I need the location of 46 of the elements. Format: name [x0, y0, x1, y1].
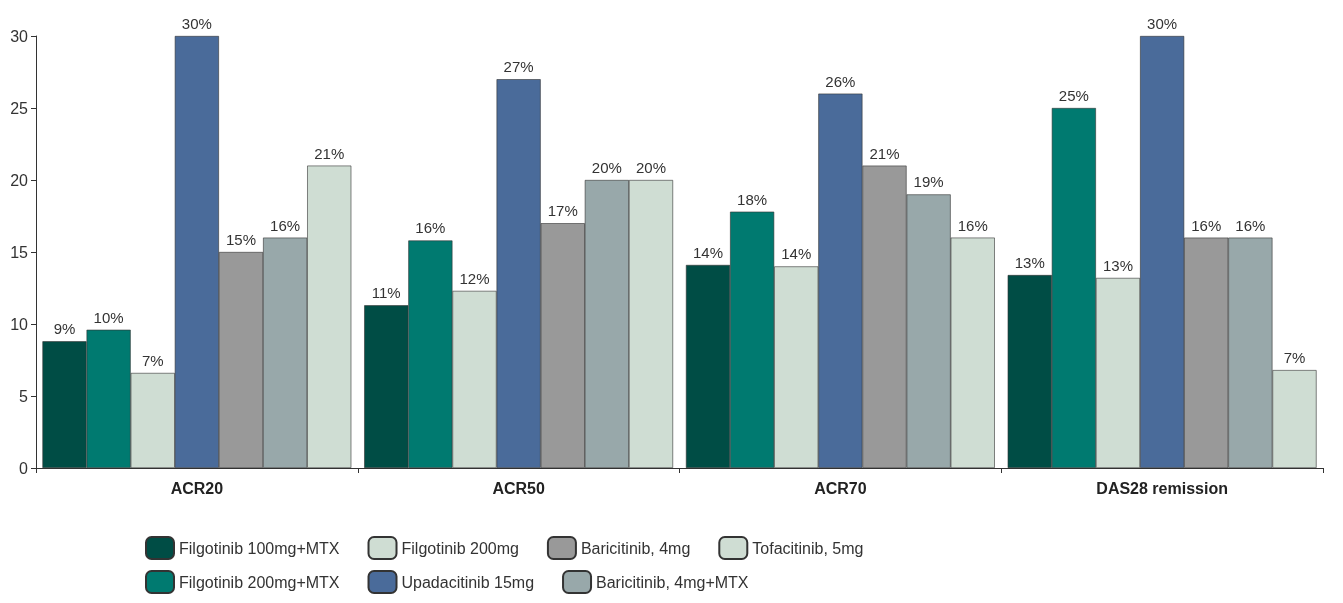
- data-label: 14%: [781, 245, 812, 263]
- x-tick-label: ACR50: [492, 479, 545, 497]
- data-label: 16%: [1235, 216, 1266, 234]
- data-label: 16%: [415, 219, 446, 237]
- data-label: 13%: [1102, 256, 1134, 274]
- legend-label: Tofacitinib, 5mg: [752, 539, 864, 557]
- legend-label: Filgotinib 100mg+MTX: [179, 539, 340, 557]
- data-label: 13%: [1014, 254, 1045, 272]
- legend-label: Filgotinib 200mg: [401, 539, 519, 557]
- data-label: 16%: [270, 216, 301, 234]
- data-label: 20%: [591, 159, 622, 176]
- x-tick-label: DAS28 remission: [1096, 479, 1228, 497]
- data-label: 7%: [1283, 349, 1306, 367]
- y-tick-label: 0: [19, 459, 29, 477]
- legend-label: Baricitinib, 4mg+MTX: [596, 573, 749, 591]
- data-label: 21%: [314, 144, 345, 162]
- legend-label: Baricitinib, 4mg: [580, 539, 691, 557]
- data-label: 30%: [181, 15, 212, 32]
- y-tick-label: 10: [10, 315, 29, 333]
- y-tick-label: 20: [10, 171, 29, 189]
- data-label: 16%: [957, 216, 988, 234]
- data-label: 30%: [1147, 15, 1178, 32]
- data-label: 19%: [913, 173, 944, 191]
- legend-label: Filgotinib 200mg+MTX: [179, 573, 340, 591]
- data-label: 17%: [547, 202, 578, 220]
- y-tick-label: 25: [10, 99, 29, 117]
- data-label: 26%: [825, 72, 856, 90]
- x-tick-label: ACR20: [170, 479, 224, 497]
- data-label: 7%: [141, 351, 164, 369]
- x-tick-label: ACR70: [814, 479, 867, 497]
- data-label: 10%: [93, 308, 124, 326]
- data-label: 18%: [737, 190, 768, 208]
- data-label: 11%: [371, 284, 401, 302]
- y-tick-label: 5: [19, 387, 29, 405]
- data-label: 21%: [869, 144, 900, 162]
- data-label: 27%: [503, 58, 534, 76]
- legend-label: Upadacitinib 15mg: [401, 573, 535, 591]
- y-tick-label: 30: [10, 27, 29, 45]
- data-label: 20%: [635, 159, 667, 176]
- data-label: 14%: [692, 243, 724, 261]
- data-label: 15%: [225, 231, 257, 248]
- data-label: 16%: [1191, 216, 1222, 234]
- data-label: 9%: [53, 320, 76, 338]
- data-label: 12%: [459, 269, 490, 287]
- data-label: 25%: [1058, 87, 1089, 104]
- y-tick-label: 15: [10, 243, 29, 261]
